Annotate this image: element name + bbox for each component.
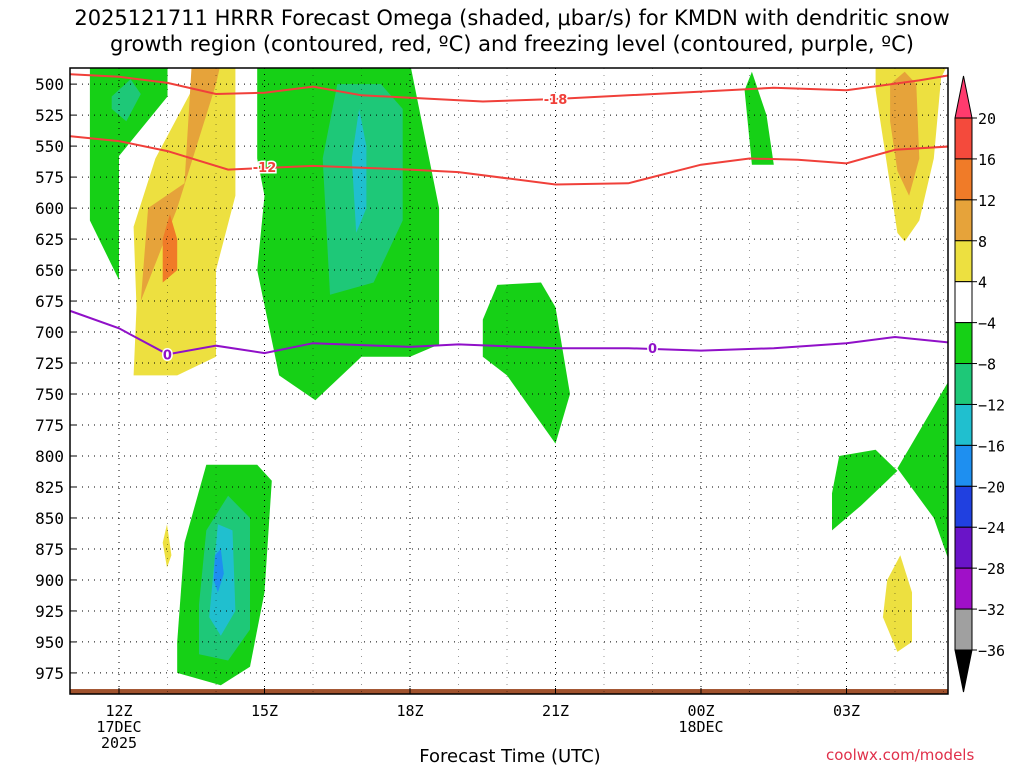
colorbar-label--28: −28: [978, 560, 1005, 578]
colorbar-box-2: [954, 199, 973, 242]
y-axis-tick-labels: 500 525 550 575 600 625 650 675 700 725 750 775 800 8…: [35, 75, 64, 683]
contour-label-2-0: 0: [163, 348, 172, 363]
y-tick-label-750: 750: [35, 385, 64, 404]
y-tick-label-900: 900: [35, 571, 64, 590]
omega-region-3: [140, 68, 220, 301]
colorbar-label--4: −4: [978, 315, 996, 333]
colorbar-label-16: 16: [978, 151, 996, 169]
omega-region-7: [351, 108, 367, 233]
x-axis-title: Forecast Time (UTC): [419, 746, 601, 767]
omega-region-11: [890, 71, 920, 196]
y-tick-label-700: 700: [35, 323, 64, 342]
y-tick-label-500: 500: [35, 75, 64, 94]
omega-region-0: [89, 68, 168, 280]
colorbar-box-0: [954, 117, 973, 160]
colorbar-box-5: [954, 322, 973, 365]
x-tick-label-18Z: 18Z: [396, 702, 423, 720]
gridlines: [70, 68, 948, 694]
colorbar-label--24: −24: [978, 519, 1005, 537]
chart-title-line2: growth region (contoured, red, ºC) and f…: [110, 32, 914, 56]
colorbar-top-arrow: [954, 75, 973, 119]
omega-region-17: [832, 449, 898, 531]
contour-line-0: [70, 73, 948, 103]
contour-line-1: [70, 135, 948, 186]
colorbar-label--8: −8: [978, 356, 996, 374]
omega-shading: [70, 68, 948, 694]
colorbar-label-4: 4: [978, 274, 987, 292]
temperature-contours: -18 -12 0 0: [70, 73, 948, 365]
y-tick-label-850: 850: [35, 509, 64, 528]
omega-region-16: [162, 524, 172, 568]
chart-title-line1: 2025121711 HRRR Forecast Omega (shaded, …: [74, 6, 950, 30]
plot-frame: [69, 67, 949, 695]
y-tick-label-550: 550: [35, 137, 64, 156]
omega-region-18: [897, 382, 948, 559]
omega-region-19: [882, 555, 912, 652]
colorbar-box-6: [954, 363, 973, 405]
colorbar-label--32: −32: [978, 601, 1005, 619]
y-tick-label-825: 825: [35, 478, 64, 497]
y-tick-label-575: 575: [35, 168, 64, 187]
colorbar-box-9: [954, 485, 973, 528]
surface-strip: [70, 689, 948, 694]
x-tick-label-2025: 2025: [101, 734, 137, 752]
colorbar-label-20: 20: [978, 110, 996, 128]
colorbar-label--12: −12: [978, 396, 1005, 414]
colorbar-label--36: −36: [978, 642, 1005, 660]
colorbar-box-10: [954, 526, 973, 569]
y-tick-label-925: 925: [35, 602, 64, 621]
colorbar-box-11: [954, 567, 973, 610]
x-tick-label-17DEC: 17DEC: [96, 718, 141, 736]
omega-region-4: [162, 214, 178, 283]
y-tick-label-725: 725: [35, 354, 64, 373]
y-tick-label-600: 600: [35, 199, 64, 218]
colorbar-label-12: 12: [978, 192, 996, 210]
colorbar-box-1: [954, 158, 973, 201]
y-tick-label-875: 875: [35, 540, 64, 559]
credit-link[interactable]: coolwx.com/models: [826, 746, 975, 764]
colorbar: 20 16 12 8 4 −4 −8 −12 −16 −20 −24 −28 −32 −36: [954, 75, 1005, 693]
omega-region-9: [744, 71, 774, 165]
colorbar-box-7: [954, 403, 973, 446]
omega-region-2: [133, 68, 236, 376]
omega-region-15: [213, 549, 224, 593]
colorbar-box-4: [954, 281, 973, 324]
y-tick-label-525: 525: [35, 106, 64, 125]
contour-label-0-0: -18: [544, 93, 568, 108]
x-tick-label-15Z: 15Z: [251, 702, 278, 720]
colorbar-label-8: 8: [978, 233, 987, 251]
colorbar-bottom-arrow: [954, 649, 973, 693]
colorbar-box-8: [954, 444, 973, 487]
colorbar-box-3: [954, 240, 973, 283]
y-tick-label-625: 625: [35, 230, 64, 249]
y-tick-label-950: 950: [35, 633, 64, 652]
x-tick-label-21Z: 21Z: [542, 702, 569, 720]
y-tick-label-650: 650: [35, 261, 64, 280]
colorbar-label--16: −16: [978, 437, 1005, 455]
axes: [69, 67, 949, 695]
x-tick-label-00Z: 00Z: [687, 702, 714, 720]
y-tick-label-775: 775: [35, 416, 64, 435]
y-tick-label-975: 975: [35, 664, 64, 683]
contour-label-2-1: 0: [648, 342, 657, 357]
y-tick-label-800: 800: [35, 447, 64, 466]
x-tick-label-18DEC: 18DEC: [678, 718, 723, 736]
x-tick-label-12Z: 12Z: [105, 702, 132, 720]
contour-line-2: [70, 310, 948, 356]
colorbar-label--20: −20: [978, 478, 1005, 496]
y-tick-label-675: 675: [35, 292, 64, 311]
x-tick-label-03Z: 03Z: [833, 702, 860, 720]
contour-label-1-0: -12: [253, 161, 277, 176]
colorbar-box-12: [954, 608, 973, 651]
